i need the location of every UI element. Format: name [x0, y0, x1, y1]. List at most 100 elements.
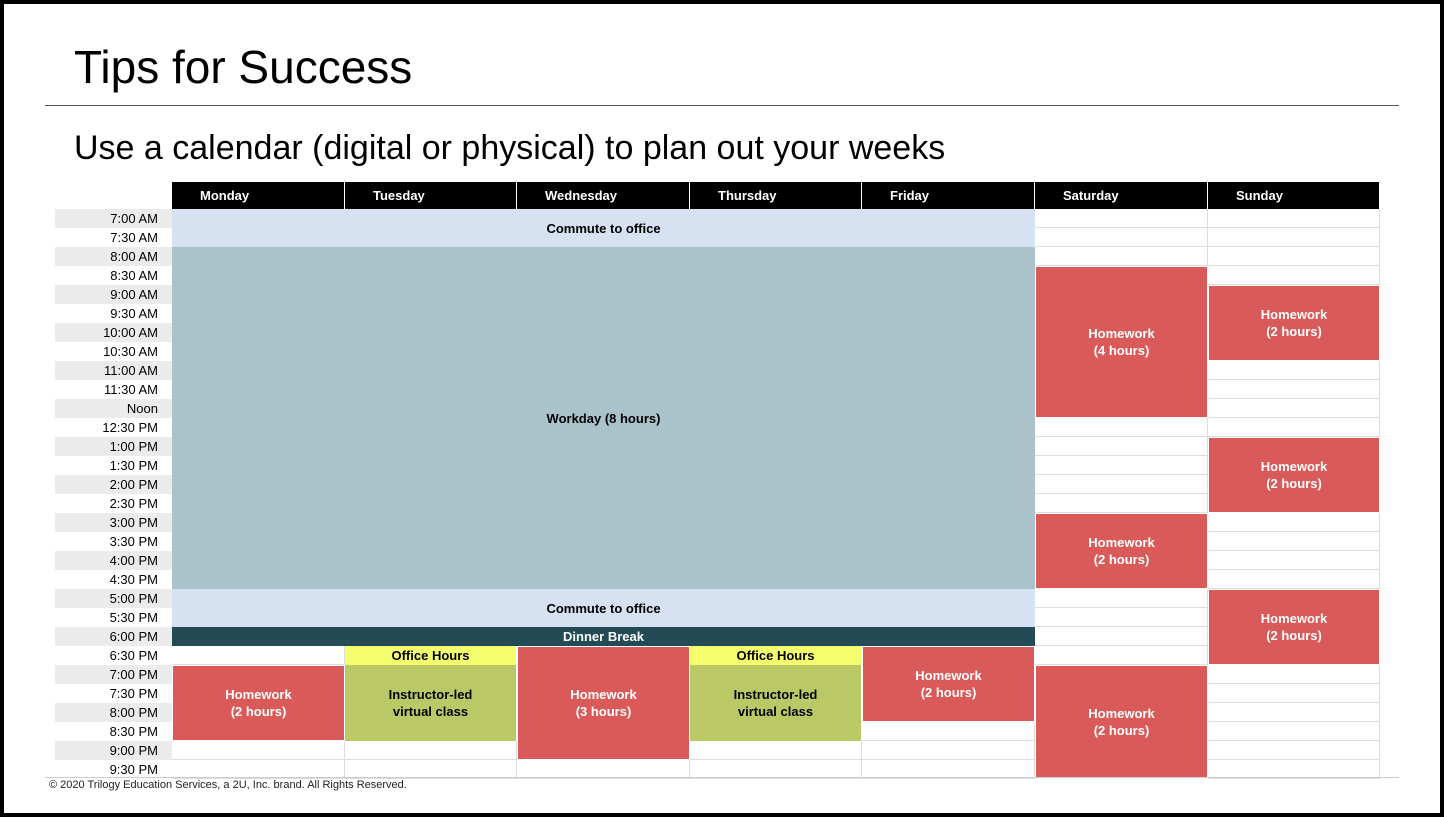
homework-block[interactable]: Homework (4 hours) — [1035, 266, 1208, 418]
footer-divider — [45, 777, 1399, 778]
time-slot-cell[interactable] — [172, 741, 345, 760]
day-header-thursday: Thursday — [690, 182, 862, 209]
time-slot-cell[interactable] — [1208, 722, 1380, 741]
time-slot-cell[interactable] — [1035, 456, 1208, 475]
time-slot-cell[interactable] — [1035, 209, 1208, 228]
time-label: 7:30 PM — [109, 686, 158, 701]
time-slot-cell[interactable] — [690, 741, 862, 760]
dinner-break-block[interactable]: Dinner Break — [172, 627, 1035, 646]
time-label: 11:30 AM — [104, 382, 158, 397]
time-slot-cell[interactable] — [1208, 760, 1380, 779]
time-slot-cell[interactable] — [172, 646, 345, 665]
time-label: 8:00 PM — [55, 703, 172, 722]
time-slot-cell[interactable] — [1208, 684, 1380, 703]
time-label: 3:30 PM — [109, 534, 158, 549]
time-slot-cell[interactable] — [1035, 494, 1208, 513]
time-label: 6:00 PM — [55, 627, 172, 646]
time-label: 9:00 PM — [55, 741, 172, 760]
time-label: 6:30 PM — [109, 648, 158, 663]
homework-block[interactable]: Homework (2 hours) — [1035, 513, 1208, 589]
time-slot-cell[interactable] — [690, 760, 862, 779]
time-slot-cell[interactable] — [862, 722, 1035, 741]
day-header-tuesday: Tuesday — [345, 182, 517, 209]
office-hours-block[interactable]: Office Hours — [690, 646, 862, 665]
homework-block[interactable]: Homework (2 hours) — [172, 665, 345, 741]
copyright-footer: © 2020 Trilogy Education Services, a 2U,… — [49, 779, 407, 791]
weekly-calendar: Monday Tuesday Wednesday Thursday Friday Satu… — [4, 4, 1440, 813]
time-slot-cell[interactable] — [345, 741, 517, 760]
page-title: Tips for Success — [74, 41, 413, 93]
time-label: 12:30 PM — [102, 420, 158, 435]
page-subtitle: Use a calendar (digital or physical) to … — [74, 129, 946, 167]
time-slot-cell[interactable] — [1035, 608, 1208, 627]
time-slot-cell[interactable] — [1035, 589, 1208, 608]
homework-block[interactable]: Homework (2 hours) — [1208, 437, 1380, 513]
day-header-saturday: Saturday — [1035, 182, 1208, 209]
day-header-friday: Friday — [862, 182, 1035, 209]
time-slot-cell[interactable] — [1208, 361, 1380, 380]
time-label: 9:30 PM — [109, 762, 158, 777]
time-label: 4:30 PM — [109, 572, 158, 587]
time-slot-cell[interactable] — [862, 741, 1035, 760]
time-label: 8:30 PM — [109, 724, 158, 739]
time-slot-cell[interactable] — [862, 760, 1035, 779]
time-label: 10:30 AM — [103, 344, 158, 359]
day-header-monday: Monday — [172, 182, 345, 209]
time-slot-cell[interactable] — [1035, 437, 1208, 456]
time-slot-cell[interactable] — [1208, 532, 1380, 551]
time-label: 8:30 AM — [110, 268, 158, 283]
homework-block[interactable]: Homework (2 hours) — [1208, 285, 1380, 361]
time-slot-cell[interactable] — [1208, 228, 1380, 247]
time-slot-cell[interactable] — [1208, 380, 1380, 399]
time-label: 7:30 AM — [110, 230, 158, 245]
time-slot-cell[interactable] — [1208, 741, 1380, 760]
workday-block[interactable]: Workday (8 hours) — [172, 247, 1035, 589]
time-slot-cell[interactable] — [1035, 646, 1208, 665]
time-slot-cell[interactable] — [1208, 551, 1380, 570]
commute-block[interactable]: Commute to office — [172, 589, 1035, 627]
time-slot-cell[interactable] — [172, 760, 345, 779]
homework-block[interactable]: Homework (2 hours) — [1035, 665, 1208, 779]
time-slot-cell[interactable] — [1208, 703, 1380, 722]
time-slot-cell[interactable] — [1208, 209, 1380, 228]
time-slot-cell[interactable] — [1208, 665, 1380, 684]
title-divider — [45, 105, 1399, 106]
time-label: 5:30 PM — [109, 610, 158, 625]
time-slot-cell[interactable] — [1035, 418, 1208, 437]
time-slot-cell[interactable] — [517, 760, 690, 779]
time-slot-cell[interactable] — [1208, 418, 1380, 437]
time-label: 11:00 AM — [55, 361, 172, 380]
time-label: 10:00 AM — [55, 323, 172, 342]
time-label: 2:00 PM — [55, 475, 172, 494]
time-label: 5:00 PM — [55, 589, 172, 608]
time-label: 7:00 AM — [55, 209, 172, 228]
time-slot-cell[interactable] — [1035, 627, 1208, 646]
time-slot-cell[interactable] — [1035, 228, 1208, 247]
time-label: 8:00 AM — [55, 247, 172, 266]
time-slot-cell[interactable] — [1035, 247, 1208, 266]
time-slot-cell[interactable] — [1035, 475, 1208, 494]
time-slot-cell[interactable] — [1208, 266, 1380, 285]
homework-block[interactable]: Homework (3 hours) — [517, 646, 690, 760]
time-label: Noon — [55, 399, 172, 418]
time-label: 4:00 PM — [55, 551, 172, 570]
time-label: 1:30 PM — [109, 458, 158, 473]
time-label: 1:00 PM — [55, 437, 172, 456]
virtual-class-block[interactable]: Instructor-led virtual class — [690, 665, 862, 741]
homework-block[interactable]: Homework (2 hours) — [1208, 589, 1380, 665]
time-slot-cell[interactable] — [345, 760, 517, 779]
time-label: 9:00 AM — [55, 285, 172, 304]
time-label: 7:00 PM — [55, 665, 172, 684]
time-label: 3:00 PM — [55, 513, 172, 532]
time-slot-cell[interactable] — [1208, 570, 1380, 589]
time-label: 2:30 PM — [109, 496, 158, 511]
homework-block[interactable]: Homework (2 hours) — [862, 646, 1035, 722]
time-slot-cell[interactable] — [1208, 513, 1380, 532]
time-slot-cell[interactable] — [1208, 247, 1380, 266]
office-hours-block[interactable]: Office Hours — [345, 646, 517, 665]
virtual-class-block[interactable]: Instructor-led virtual class — [345, 665, 517, 741]
day-header-sunday: Sunday — [1208, 182, 1380, 209]
commute-block[interactable]: Commute to office — [172, 209, 1035, 247]
time-slot-cell[interactable] — [1208, 399, 1380, 418]
time-label: 9:30 AM — [110, 306, 158, 321]
